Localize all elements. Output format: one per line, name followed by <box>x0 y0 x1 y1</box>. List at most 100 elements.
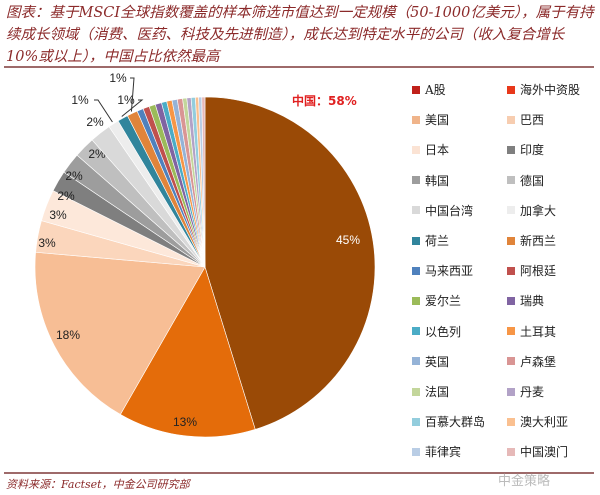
legend-item: 海外中资股 <box>507 81 580 98</box>
legend-swatch <box>507 176 515 185</box>
legend-label: 土耳其 <box>520 324 557 339</box>
data-label: 1% <box>109 71 127 85</box>
pie-slice-0 <box>204 96 376 430</box>
top-divider <box>4 66 594 68</box>
legend-item: 中国台湾 <box>412 202 473 219</box>
legend-item: 马来西亚 <box>412 262 473 279</box>
legend-item: 菲律宾 <box>412 443 461 460</box>
data-label: 1% <box>117 93 135 107</box>
pie-slice-2 <box>34 251 206 415</box>
legend-item: A股 <box>412 81 446 98</box>
legend-label: 菲律宾 <box>425 445 462 460</box>
data-label: 13% <box>173 415 197 429</box>
legend-swatch <box>412 236 420 245</box>
legend-swatch <box>412 115 420 124</box>
legend-item: 德国 <box>507 172 544 189</box>
legend-label: 美国 <box>425 113 450 128</box>
legend-swatch <box>507 115 515 124</box>
legend-item: 中国澳门 <box>507 443 568 460</box>
legend-label: 新西兰 <box>520 234 557 248</box>
legend-item: 爱尔兰 <box>412 292 461 309</box>
legend-swatch <box>507 236 515 245</box>
legend-label: 瑞典 <box>520 294 545 309</box>
leader-line <box>121 99 144 117</box>
data-label: 2% <box>65 169 83 183</box>
legend-swatch <box>412 296 420 305</box>
legend-label: 百慕大群岛 <box>425 415 486 430</box>
legend-label: 阿根廷 <box>520 264 557 279</box>
legend-swatch <box>412 85 420 94</box>
legend-label: 中国台湾 <box>425 203 474 218</box>
legend-label: 卢森堡 <box>520 354 557 369</box>
data-label: 1% <box>71 93 89 107</box>
legend-label: 加拿大 <box>520 203 557 218</box>
legend-label: 以色列 <box>425 324 462 339</box>
data-label: 3% <box>49 208 67 222</box>
data-label: 2% <box>86 115 104 129</box>
data-label: 45% <box>336 233 360 247</box>
legend-item: 百慕大群岛 <box>412 413 485 430</box>
legend-label: 印度 <box>520 143 545 158</box>
legend-swatch <box>507 357 515 366</box>
legend-swatch <box>412 327 420 336</box>
legend-label: 德国 <box>520 173 545 188</box>
legend-item: 澳大利亚 <box>507 413 568 430</box>
legend-label: 英国 <box>425 354 450 369</box>
legend-item: 新西兰 <box>507 232 556 249</box>
legend-label: 马来西亚 <box>425 264 474 279</box>
legend-label: A股 <box>425 83 446 97</box>
figure-title: 图表：基于MSCI全球指数覆盖的样本筛选市值达到一定规模（50-1000亿美元）… <box>6 5 594 65</box>
legend-item: 英国 <box>412 353 449 370</box>
legend-item: 阿根廷 <box>507 262 556 279</box>
legend-swatch <box>412 266 420 275</box>
legend-item: 韩国 <box>412 172 449 189</box>
data-label: 18% <box>56 328 80 342</box>
leader-line <box>94 99 113 123</box>
legend-swatch <box>507 85 515 94</box>
legend-label: 巴西 <box>520 113 545 128</box>
legend-label: 海外中资股 <box>520 83 581 97</box>
legend-item: 法国 <box>412 383 449 400</box>
legend-item: 美国 <box>412 111 449 128</box>
legend-label: 韩国 <box>425 173 450 188</box>
legend-label: 丹麦 <box>520 385 545 399</box>
legend-swatch <box>507 296 515 305</box>
legend-item: 丹麦 <box>507 383 544 400</box>
china-share-annotation: 中国：58% <box>292 93 357 108</box>
legend-swatch <box>412 387 420 396</box>
legend-item: 巴西 <box>507 111 544 128</box>
legend-swatch <box>412 206 420 215</box>
legend-swatch <box>412 357 420 366</box>
legend-label: 澳大利亚 <box>520 415 569 430</box>
legend-swatch <box>507 387 515 396</box>
legend-swatch <box>507 447 515 456</box>
legend-swatch <box>507 266 515 275</box>
legend-swatch <box>507 206 515 215</box>
legend-item: 日本 <box>412 141 449 158</box>
legend-item: 荷兰 <box>412 232 449 249</box>
legend-label: 荷兰 <box>425 234 450 248</box>
data-label: 3% <box>38 236 56 250</box>
legend-item: 瑞典 <box>507 292 544 309</box>
pie-chart: 45%13%18%3%3%2%2%2%2%1% 1%1%中国：58% <box>34 71 376 438</box>
bottom-divider <box>4 472 594 474</box>
legend-item: 土耳其 <box>507 323 556 340</box>
legend-label: 爱尔兰 <box>425 294 462 309</box>
legend-label: 中国澳门 <box>520 445 569 460</box>
source-note: 资料来源：Factset，中金公司研究部 <box>6 478 190 491</box>
legend-label: 法国 <box>425 385 450 399</box>
legend-label: 日本 <box>425 143 450 158</box>
legend-swatch <box>412 447 420 456</box>
legend-swatch <box>412 417 420 426</box>
legend-item: 以色列 <box>412 323 461 340</box>
legend-swatch <box>507 145 515 154</box>
data-label: 2% <box>57 189 75 203</box>
legend-item: 卢森堡 <box>507 353 556 370</box>
pie-slice-25 <box>201 96 206 268</box>
legend-swatch <box>412 145 420 154</box>
legend-swatch <box>412 176 420 185</box>
pie-slice-1 <box>119 266 256 438</box>
legend-item: 加拿大 <box>507 202 556 219</box>
legend-item: 印度 <box>507 141 544 158</box>
